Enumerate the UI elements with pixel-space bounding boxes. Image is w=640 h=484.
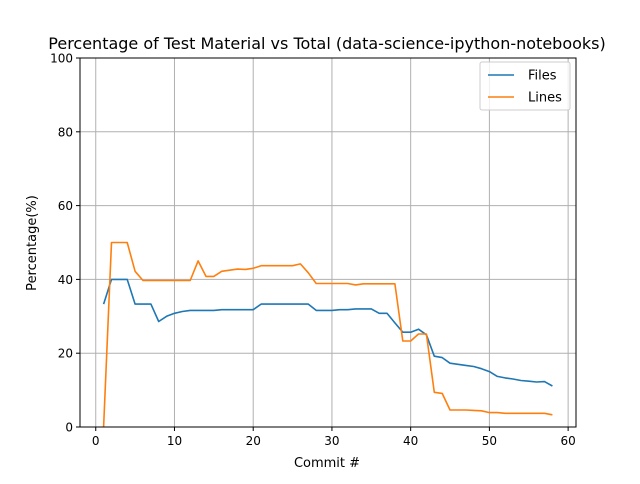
plot-frame [79,57,577,428]
legend-box [479,61,571,111]
x-tick-label: 60 [560,434,575,448]
legend-label-files: Files [528,69,557,84]
legend: Files Lines [479,61,571,111]
x-tick-label: 30 [324,434,339,448]
y-tick-label: 40 [58,273,73,287]
y-tick-label: 20 [58,347,73,361]
y-axis-label: Percentage(%) [25,195,40,291]
x-axis-label: Commit # [294,456,360,471]
series-line-files [102,278,553,387]
chart-title: Percentage of Test Material vs Total (da… [48,34,605,53]
y-tick-label: 0 [65,421,73,435]
x-tick-label: 40 [403,434,418,448]
x-tick-label: 50 [482,434,497,448]
legend-label-lines: Lines [528,91,562,106]
x-tick-label: 20 [246,434,261,448]
y-tick-label: 60 [58,199,73,213]
axis-ticks: 0 10 20 30 40 50 60 0 20 40 60 80 100 [50,52,576,449]
x-tick-label: 10 [167,434,182,448]
y-tick-label: 80 [58,125,73,139]
x-tick-label: 0 [92,434,100,448]
series-line-lines [102,241,553,428]
series-layer [102,241,553,428]
y-tick-label: 100 [50,52,73,66]
